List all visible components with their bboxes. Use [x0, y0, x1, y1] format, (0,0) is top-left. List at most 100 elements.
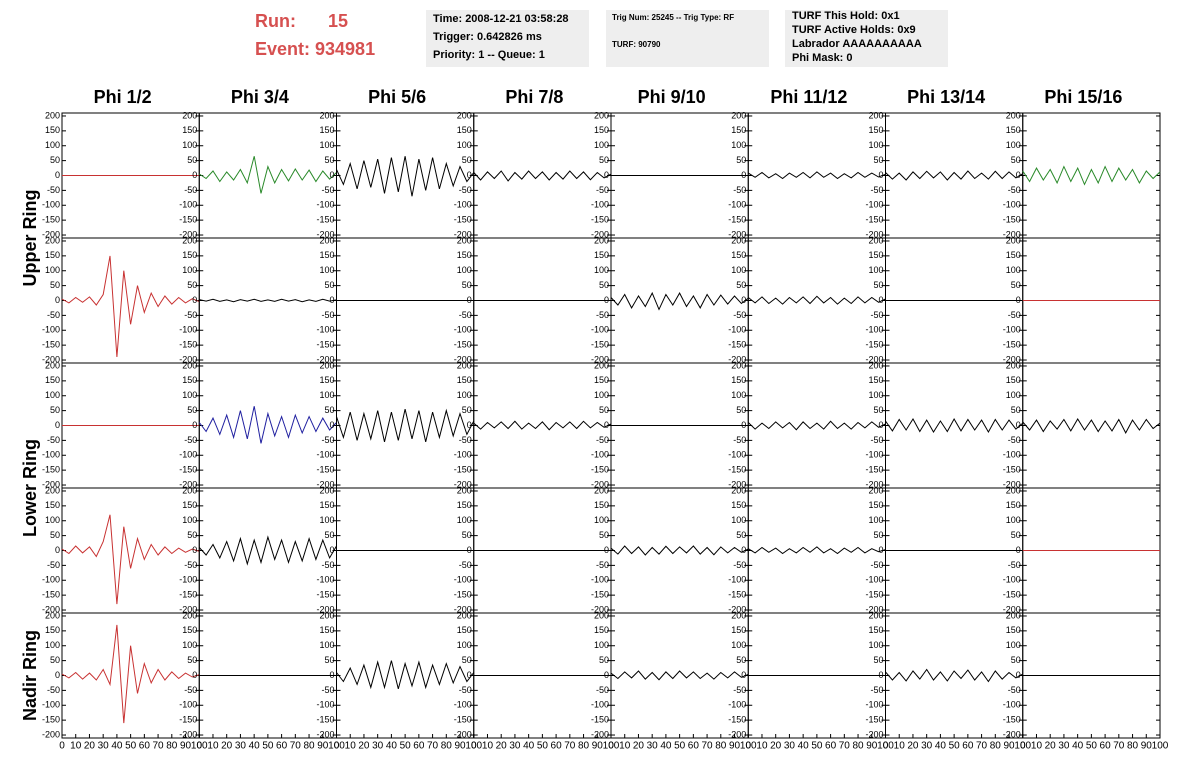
y-tick-label: 100 [868, 390, 883, 400]
y-tick-label: 50 [599, 405, 609, 415]
y-tick-label: -200 [42, 604, 60, 614]
y-tick-label: 100 [594, 390, 609, 400]
y-tick-label: -50 [184, 435, 197, 445]
y-tick-label: -50 [1008, 685, 1021, 695]
y-tick-label: 50 [462, 155, 472, 165]
y-tick-label: 150 [868, 375, 883, 385]
y-tick-label: -50 [321, 185, 334, 195]
y-tick-label: 0 [604, 545, 609, 555]
y-tick-label: -50 [321, 560, 334, 570]
y-tick-label: 200 [182, 610, 197, 620]
waveform [336, 408, 475, 443]
y-tick-label: -100 [591, 700, 609, 710]
y-tick-label: 150 [182, 500, 197, 510]
y-tick-label: -200 [728, 729, 746, 739]
y-tick-label: -150 [42, 465, 60, 475]
x-tick-label: 30 [372, 741, 384, 752]
y-tick-label: -50 [733, 685, 746, 695]
x-tick-label: 70 [702, 741, 714, 752]
y-tick-label: 100 [1006, 390, 1021, 400]
x-tick-label: 80 [441, 741, 453, 752]
y-tick-label: -200 [316, 604, 334, 614]
y-tick-label: 50 [873, 530, 883, 540]
y-tick-label: -50 [459, 560, 472, 570]
y-tick-label: 150 [457, 500, 472, 510]
y-tick-label: 150 [731, 625, 746, 635]
y-tick-label: 200 [45, 235, 60, 245]
y-tick-label: -200 [179, 604, 197, 614]
y-tick-label: 0 [467, 545, 472, 555]
y-tick-label: -100 [1003, 325, 1021, 335]
y-tick-label: -200 [728, 229, 746, 239]
y-tick-label: 200 [319, 610, 334, 620]
waveform [885, 668, 1024, 683]
y-tick-label: -200 [865, 604, 883, 614]
y-tick-label: 200 [457, 360, 472, 370]
y-tick-label: -50 [47, 560, 60, 570]
y-tick-label: -100 [591, 575, 609, 585]
y-tick-label: 200 [731, 235, 746, 245]
x-tick-label: 10 [894, 741, 906, 752]
y-tick-label: -50 [870, 435, 883, 445]
y-tick-label: -200 [454, 354, 472, 364]
x-tick-label: 10 [1031, 741, 1043, 752]
x-tick-label: 50 [674, 741, 686, 752]
y-tick-label: -150 [42, 590, 60, 600]
y-tick-label: -50 [47, 185, 60, 195]
y-tick-label: 0 [741, 545, 746, 555]
y-tick-label: -100 [42, 325, 60, 335]
y-tick-label: -50 [870, 310, 883, 320]
y-tick-label: 50 [187, 155, 197, 165]
y-tick-label: 50 [599, 280, 609, 290]
y-tick-label: -50 [47, 435, 60, 445]
x-tick-label: 60 [551, 741, 563, 752]
y-tick-label: 0 [329, 670, 334, 680]
y-tick-label: -100 [591, 325, 609, 335]
y-tick-label: 0 [604, 670, 609, 680]
y-tick-label: -150 [728, 340, 746, 350]
y-tick-label: 150 [319, 250, 334, 260]
y-tick-label: 150 [1006, 375, 1021, 385]
y-tick-label: 200 [868, 610, 883, 620]
y-tick-label: 100 [457, 390, 472, 400]
y-tick-label: 100 [1006, 140, 1021, 150]
y-tick-label: -50 [459, 310, 472, 320]
y-tick-label: 0 [55, 545, 60, 555]
waveform [198, 406, 337, 444]
y-tick-label: 100 [731, 515, 746, 525]
x-tick-label: 0 [883, 741, 889, 752]
x-tick-label: 60 [688, 741, 700, 752]
y-tick-label: -200 [591, 229, 609, 239]
y-tick-label: -50 [321, 685, 334, 695]
y-tick-label: -150 [454, 715, 472, 725]
y-tick-label: -150 [179, 215, 197, 225]
y-tick-label: 0 [604, 170, 609, 180]
y-tick-label: -150 [179, 590, 197, 600]
y-tick-label: -200 [316, 479, 334, 489]
y-tick-label: -150 [42, 340, 60, 350]
y-tick-label: 100 [868, 140, 883, 150]
x-tick-label: 90 [454, 741, 466, 752]
y-tick-label: -150 [1003, 715, 1021, 725]
x-tick-label: 20 [633, 741, 645, 752]
y-tick-label: 0 [329, 420, 334, 430]
y-tick-label: -200 [42, 229, 60, 239]
y-tick-label: 200 [594, 610, 609, 620]
waveform [199, 156, 337, 194]
y-tick-label: 50 [324, 405, 334, 415]
y-tick-label: 150 [45, 250, 60, 260]
y-tick-label: 200 [182, 110, 197, 120]
y-tick-label: 100 [868, 640, 883, 650]
x-tick-label: 70 [839, 741, 851, 752]
y-tick-label: -100 [1003, 700, 1021, 710]
y-tick-label: -100 [728, 700, 746, 710]
y-tick-label: -50 [184, 310, 197, 320]
y-tick-label: 100 [868, 265, 883, 275]
info-line: TURF This Hold: 0x1 [792, 10, 900, 22]
y-tick-label: 150 [319, 375, 334, 385]
y-tick-label: 0 [55, 170, 60, 180]
y-tick-label: 0 [192, 170, 197, 180]
waveform [610, 670, 749, 681]
y-tick-label: 0 [467, 670, 472, 680]
y-tick-label: -150 [591, 715, 609, 725]
